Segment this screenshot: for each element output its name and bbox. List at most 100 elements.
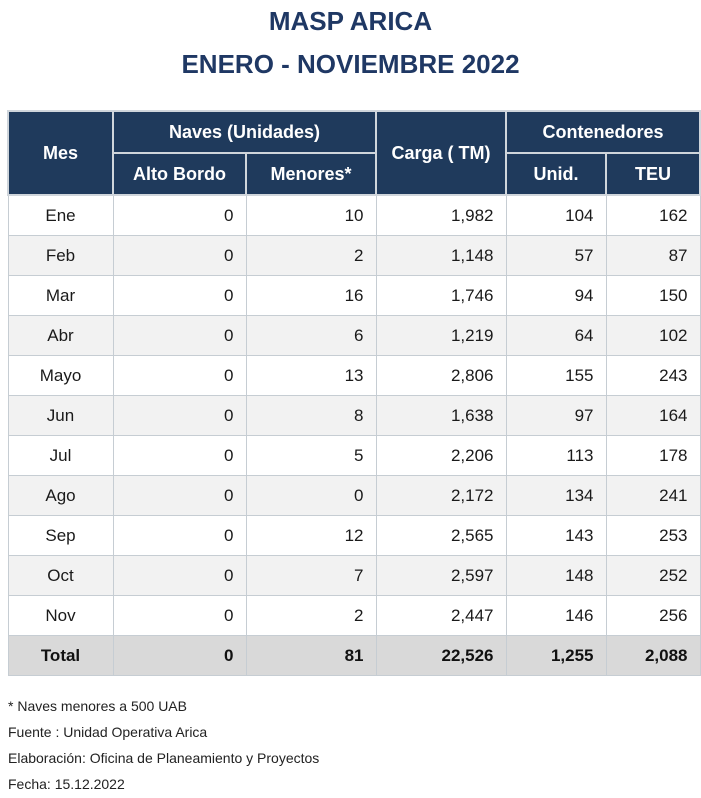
cell-alto-bordo: 0 (112, 435, 247, 476)
cell-carga: 2,565 (375, 515, 507, 556)
table-row: Jul 0 5 2,206 113 178 (7, 435, 701, 476)
cell-mes: Abr (7, 315, 114, 356)
cell-unid: 104 (505, 194, 607, 236)
cell-alto-bordo: 0 (112, 275, 247, 316)
cell-unid: 146 (505, 595, 607, 636)
cell-teu: 162 (605, 194, 701, 236)
cell-unid: 94 (505, 275, 607, 316)
cell-unid: 57 (505, 235, 607, 276)
cell-total-menores: 81 (245, 635, 377, 676)
table-total-row: Total 0 81 22,526 1,255 2,088 (7, 635, 701, 676)
cell-teu: 252 (605, 555, 701, 596)
cell-carga: 1,219 (375, 315, 507, 356)
cell-carga: 2,597 (375, 555, 507, 596)
cell-total-teu: 2,088 (605, 635, 701, 676)
cell-carga: 1,746 (375, 275, 507, 316)
cell-menores: 10 (245, 194, 377, 236)
cell-alto-bordo: 0 (112, 555, 247, 596)
cell-unid: 97 (505, 395, 607, 436)
cell-alto-bordo: 0 (112, 355, 247, 396)
table-row: Oct 0 7 2,597 148 252 (7, 555, 701, 596)
cell-carga: 2,806 (375, 355, 507, 396)
col-header-teu: TEU (605, 152, 701, 196)
cell-mes: Mayo (7, 355, 114, 396)
table-row: Mayo 0 13 2,806 155 243 (7, 355, 701, 396)
col-header-carga: Carga ( TM) (375, 110, 507, 196)
cell-teu: 178 (605, 435, 701, 476)
cell-teu: 241 (605, 475, 701, 516)
cell-total-carga: 22,526 (375, 635, 507, 676)
cell-menores: 13 (245, 355, 377, 396)
footnote-elaboracion: Elaboración: Oficina de Planeamiento y P… (8, 750, 320, 766)
cell-mes: Jul (7, 435, 114, 476)
col-header-alto-bordo: Alto Bordo (112, 152, 247, 196)
cell-teu: 102 (605, 315, 701, 356)
footnote-naves-menores: * Naves menores a 500 UAB (8, 698, 187, 714)
cell-menores: 2 (245, 235, 377, 276)
cell-total-label: Total (7, 635, 114, 676)
report-title-line2: ENERO - NOVIEMBRE 2022 (181, 49, 520, 79)
cell-menores: 16 (245, 275, 377, 316)
table-row: Abr 0 6 1,219 64 102 (7, 315, 701, 356)
cell-menores: 7 (245, 555, 377, 596)
table-row: Feb 0 2 1,148 57 87 (7, 235, 701, 276)
table-header: Mes Naves (Unidades) Carga ( TM) Contene… (7, 110, 701, 196)
cell-alto-bordo: 0 (112, 235, 247, 276)
table-row: Jun 0 8 1,638 97 164 (7, 395, 701, 436)
cell-carga: 1,638 (375, 395, 507, 436)
table-row: Ago 0 0 2,172 134 241 (7, 475, 701, 516)
cell-teu: 150 (605, 275, 701, 316)
col-header-mes: Mes (7, 110, 114, 196)
cell-menores: 6 (245, 315, 377, 356)
cell-carga: 2,206 (375, 435, 507, 476)
cell-mes: Ene (7, 194, 114, 236)
cell-mes: Jun (7, 395, 114, 436)
cell-teu: 253 (605, 515, 701, 556)
cell-menores: 5 (245, 435, 377, 476)
cell-unid: 148 (505, 555, 607, 596)
col-header-contenedores-group: Contenedores (505, 110, 701, 154)
cell-teu: 87 (605, 235, 701, 276)
cell-menores: 0 (245, 475, 377, 516)
cell-menores: 8 (245, 395, 377, 436)
col-header-menores: Menores* (245, 152, 377, 196)
table-row: Mar 0 16 1,746 94 150 (7, 275, 701, 316)
cell-alto-bordo: 0 (112, 515, 247, 556)
cell-carga: 2,447 (375, 595, 507, 636)
report-title: MASP ARICA ENERO - NOVIEMBRE 2022 (0, 6, 701, 80)
footnote-fuente: Fuente : Unidad Operativa Arica (8, 724, 208, 740)
col-header-naves-group: Naves (Unidades) (112, 110, 377, 154)
cell-carga: 1,148 (375, 235, 507, 276)
table-body: Ene 0 10 1,982 104 162 Feb 0 2 1,148 57 … (7, 194, 701, 676)
cell-mes: Ago (7, 475, 114, 516)
cell-menores: 12 (245, 515, 377, 556)
report-title-line1: MASP ARICA (268, 6, 433, 36)
cell-teu: 256 (605, 595, 701, 636)
footnotes: * Naves menores a 500 UAB Fuente : Unida… (8, 698, 701, 792)
cell-carga: 1,982 (375, 194, 507, 236)
cell-carga: 2,172 (375, 475, 507, 516)
cell-teu: 164 (605, 395, 701, 436)
cell-total-unid: 1,255 (505, 635, 607, 676)
masp-arica-statistics-table: Mes Naves (Unidades) Carga ( TM) Contene… (7, 110, 701, 676)
cell-unid: 134 (505, 475, 607, 516)
cell-mes: Oct (7, 555, 114, 596)
cell-unid: 143 (505, 515, 607, 556)
cell-teu: 243 (605, 355, 701, 396)
cell-total-alto-bordo: 0 (112, 635, 247, 676)
cell-alto-bordo: 0 (112, 194, 247, 236)
cell-mes: Mar (7, 275, 114, 316)
cell-mes: Nov (7, 595, 114, 636)
cell-mes: Sep (7, 515, 114, 556)
table-row: Sep 0 12 2,565 143 253 (7, 515, 701, 556)
header-row-groups: Mes Naves (Unidades) Carga ( TM) Contene… (7, 110, 701, 196)
cell-mes: Feb (7, 235, 114, 276)
cell-unid: 155 (505, 355, 607, 396)
footnote-fecha: Fecha: 15.12.2022 (8, 776, 125, 792)
cell-unid: 64 (505, 315, 607, 356)
cell-alto-bordo: 0 (112, 475, 247, 516)
header-row-sub: Alto Bordo Menores* Unid. TEU (8, 152, 701, 196)
cell-menores: 2 (245, 595, 377, 636)
cell-alto-bordo: 0 (112, 595, 247, 636)
